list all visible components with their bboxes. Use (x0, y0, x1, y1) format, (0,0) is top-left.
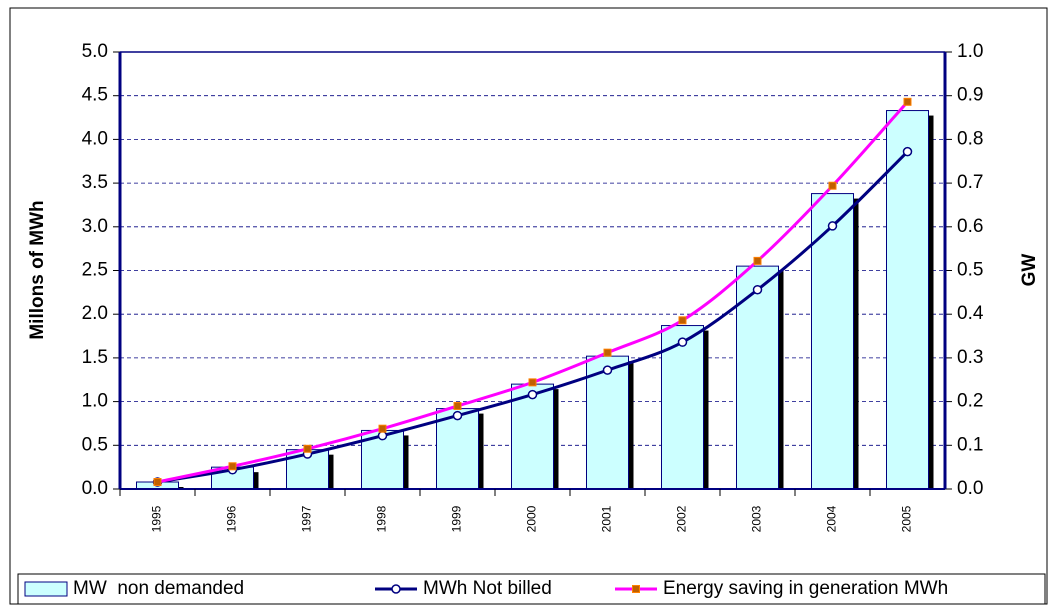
y2-tick-label: 0.5 (957, 260, 983, 281)
y-tick-label: 4.5 (82, 85, 108, 106)
legend-label: MWh Not billed (423, 578, 552, 599)
y-tick-label: 5.0 (82, 41, 108, 62)
marker (527, 389, 538, 400)
x-tick-label: 1999 (450, 505, 464, 532)
bar (811, 193, 854, 490)
x-tick-label: 2004 (825, 505, 839, 532)
legend-box (17, 573, 1046, 605)
y-axis-title: Millons of MWh (27, 200, 48, 339)
y2-tick-label: 0.0 (957, 478, 983, 499)
marker (677, 337, 688, 347)
legend-swatch (24, 581, 68, 597)
marker (602, 365, 613, 375)
y2-tick-label: 1.0 (957, 41, 983, 62)
marker (827, 221, 838, 231)
y-tick-label: 3.5 (82, 172, 108, 193)
line (157, 100, 909, 484)
x-tick-label: 1995 (150, 505, 164, 532)
y2-tick-label: 0.7 (957, 172, 983, 193)
legend-marker (391, 584, 401, 594)
bar (886, 110, 929, 490)
marker (153, 478, 162, 487)
y-tick-label: 1.0 (82, 391, 108, 412)
y2-axis-title: GW (1019, 254, 1040, 287)
bar (586, 355, 629, 490)
y2-tick-label: 0.3 (957, 347, 983, 368)
marker (753, 256, 762, 265)
bar (661, 325, 704, 490)
x-tick-label: 2001 (600, 505, 614, 532)
marker (678, 316, 687, 325)
chart-frame (9, 7, 1048, 605)
y2-tick-label: 0.6 (957, 216, 983, 237)
y-tick-label: 0.5 (82, 434, 108, 455)
marker (303, 444, 312, 453)
marker (902, 146, 913, 157)
marker (378, 424, 387, 433)
y-tick-label: 0.0 (82, 478, 108, 499)
marker (453, 401, 462, 410)
legend-label: Energy saving in generation MWh (663, 578, 948, 599)
line (157, 150, 909, 484)
marker (377, 430, 388, 441)
legend-marker (632, 585, 640, 593)
y2-tick-label: 0.1 (957, 434, 983, 455)
y-tick-label: 2.5 (82, 260, 108, 281)
x-tick-label: 2005 (900, 505, 914, 532)
y-tick-label: 4.0 (82, 128, 108, 149)
y2-tick-label: 0.8 (957, 128, 983, 149)
y2-tick-label: 0.9 (957, 85, 983, 106)
x-tick-label: 1997 (300, 505, 314, 532)
x-tick-label: 1996 (225, 505, 239, 532)
marker (528, 378, 537, 387)
marker (828, 181, 837, 190)
y2-tick-label: 0.4 (957, 303, 984, 324)
y-tick-label: 1.5 (82, 347, 108, 368)
marker (752, 284, 763, 295)
x-tick-label: 2000 (525, 505, 539, 532)
x-tick-label: 2003 (750, 505, 764, 532)
marker (452, 410, 463, 421)
marker (903, 97, 912, 106)
bar (436, 408, 479, 490)
x-tick-label: 1998 (375, 505, 389, 532)
marker (603, 348, 612, 357)
legend-label: MW non demanded (73, 578, 244, 599)
bar (736, 265, 779, 490)
y2-tick-label: 0.2 (957, 391, 983, 412)
marker (228, 462, 237, 471)
y-tick-label: 2.0 (82, 303, 108, 324)
y-tick-label: 3.0 (82, 216, 108, 237)
x-tick-label: 2002 (675, 505, 689, 532)
